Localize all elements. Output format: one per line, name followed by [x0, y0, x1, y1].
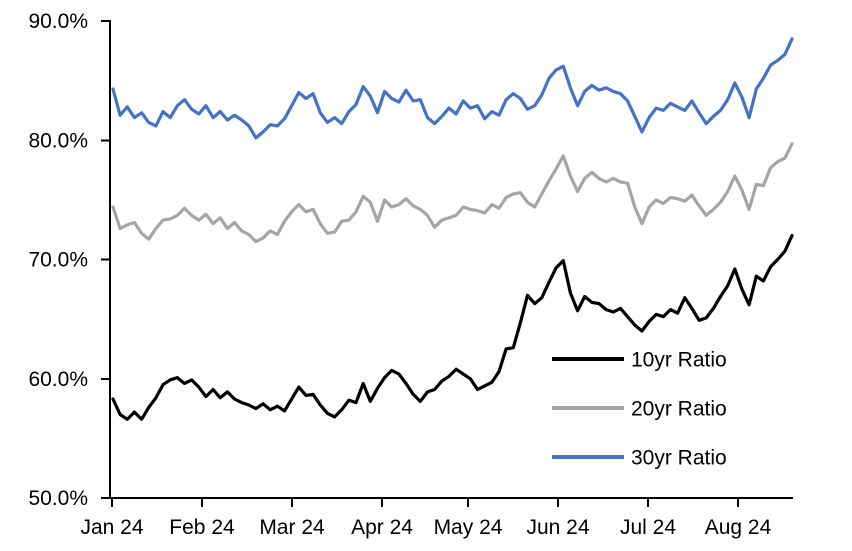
x-axis-labels: Jan 24 Feb 24 Mar 24 Apr 24 May 24 Jun 24 Jul …	[80, 516, 771, 539]
legend-label: 10yr Ratio	[631, 349, 727, 372]
legend-item-30yr-ratio: 30yr Ratio	[552, 447, 727, 470]
x-tick-label: May 24	[434, 516, 503, 539]
x-tick-label: Jun 24	[526, 516, 589, 539]
y-tick-label: 90.0%	[28, 10, 88, 33]
y-tick-label: 80.0%	[28, 129, 88, 152]
series-lines	[111, 37, 794, 421]
x-tick-label: Jan 24	[80, 516, 143, 539]
legend-item-10yr-ratio: 10yr Ratio	[552, 349, 727, 372]
legend: 10yr Ratio 20yr Ratio 30yr Ratio	[552, 349, 727, 470]
y-tick-label: 60.0%	[28, 368, 88, 391]
x-tick-label: Apr 24	[351, 516, 413, 539]
y-axis-labels: 90.0% 80.0% 70.0% 60.0% 50.0%	[28, 10, 88, 510]
axes	[101, 20, 793, 507]
legend-label: 30yr Ratio	[631, 447, 727, 470]
x-tick-label: Mar 24	[259, 516, 325, 539]
x-tick-label: Jul 24	[620, 516, 676, 539]
y-tick-label: 50.0%	[28, 487, 88, 510]
legend-label: 20yr Ratio	[631, 398, 727, 421]
y-tick-label: 70.0%	[28, 249, 88, 272]
series-line-10yr-ratio	[111, 234, 794, 421]
x-tick-label: Aug 24	[705, 516, 772, 539]
legend-item-20yr-ratio: 20yr Ratio	[552, 398, 727, 421]
series-line-30yr-ratio	[111, 37, 794, 140]
series-line-20yr-ratio	[111, 142, 794, 244]
x-tick-label: Feb 24	[169, 516, 235, 539]
